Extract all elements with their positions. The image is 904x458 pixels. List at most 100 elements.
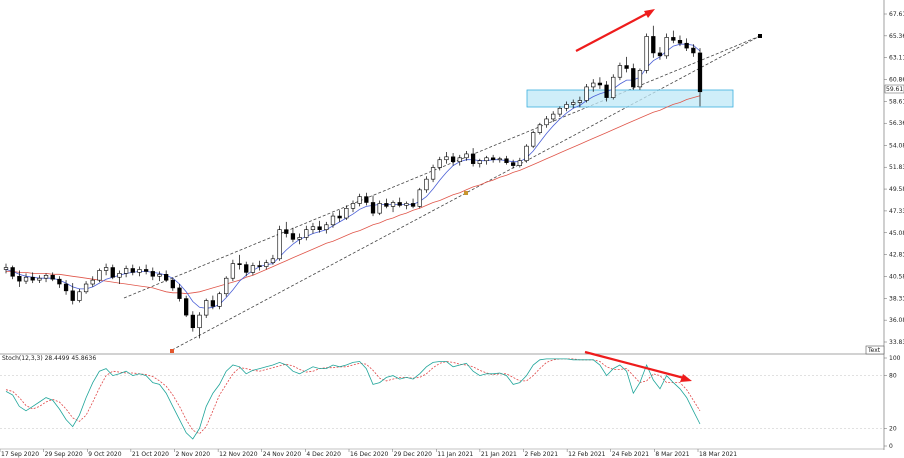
- candle[interactable]: [584, 84, 589, 103]
- candle[interactable]: [210, 295, 216, 310]
- candle[interactable]: [170, 277, 175, 291]
- candle[interactable]: [651, 25, 656, 58]
- candle[interactable]: [264, 259, 269, 270]
- candle[interactable]: [37, 275, 42, 284]
- candle[interactable]: [644, 33, 649, 74]
- candle[interactable]: [430, 164, 436, 183]
- candle[interactable]: [404, 201, 409, 210]
- candle[interactable]: [524, 144, 529, 163]
- candle[interactable]: [457, 154, 462, 166]
- candle[interactable]: [257, 260, 262, 271]
- candle[interactable]: [484, 155, 489, 165]
- candle[interactable]: [390, 200, 396, 213]
- candle[interactable]: [324, 221, 329, 234]
- candle[interactable]: [664, 33, 669, 59]
- candle[interactable]: [370, 195, 376, 217]
- candle[interactable]: [284, 221, 289, 238]
- candle[interactable]: [224, 276, 229, 297]
- candle[interactable]: [77, 288, 82, 303]
- candle[interactable]: [344, 205, 349, 220]
- candle[interactable]: [464, 151, 469, 161]
- candle[interactable]: [657, 47, 663, 60]
- candle[interactable]: [604, 81, 609, 102]
- candle[interactable]: [557, 106, 563, 118]
- candle[interactable]: [250, 262, 256, 276]
- stochastic-arrow[interactable]: [584, 350, 692, 382]
- candle[interactable]: [684, 38, 689, 51]
- channel-anchor-bottom[interactable]: [170, 349, 174, 353]
- candle[interactable]: [350, 200, 356, 213]
- candle[interactable]: [270, 254, 276, 265]
- channel-anchor-mid[interactable]: [464, 191, 468, 195]
- candle[interactable]: [63, 280, 69, 295]
- candle[interactable]: [50, 272, 55, 282]
- channel-lower-line[interactable]: [171, 35, 761, 351]
- candle[interactable]: [110, 264, 115, 280]
- candle[interactable]: [137, 266, 142, 277]
- candle[interactable]: [184, 295, 189, 318]
- candle[interactable]: [70, 283, 75, 305]
- candle[interactable]: [517, 157, 522, 168]
- candle[interactable]: [364, 192, 369, 206]
- candle[interactable]: [17, 270, 22, 287]
- candle[interactable]: [277, 225, 282, 261]
- candle[interactable]: [544, 116, 549, 128]
- candle[interactable]: [150, 267, 155, 281]
- candle[interactable]: [357, 193, 362, 207]
- candle[interactable]: [551, 111, 556, 122]
- candle[interactable]: [424, 176, 429, 193]
- candle[interactable]: [297, 233, 302, 245]
- candle[interactable]: [197, 312, 202, 339]
- candle[interactable]: [217, 291, 222, 310]
- candle[interactable]: [244, 261, 249, 277]
- candle[interactable]: [671, 30, 676, 44]
- text-button[interactable]: Text: [865, 345, 885, 355]
- channel-anchor-top[interactable]: [758, 34, 762, 38]
- candle[interactable]: [611, 74, 616, 100]
- candle[interactable]: [437, 156, 442, 171]
- candle[interactable]: [477, 158, 482, 168]
- candle[interactable]: [123, 265, 129, 278]
- candle[interactable]: [3, 263, 9, 274]
- candle[interactable]: [30, 272, 35, 284]
- candle[interactable]: [10, 265, 15, 280]
- candle[interactable]: [397, 197, 402, 208]
- candle[interactable]: [177, 284, 182, 302]
- candle[interactable]: [577, 96, 583, 108]
- candle[interactable]: [103, 263, 109, 276]
- candle[interactable]: [317, 220, 322, 233]
- candle[interactable]: [677, 35, 683, 47]
- candle[interactable]: [90, 276, 95, 287]
- candle[interactable]: [624, 56, 629, 73]
- candle[interactable]: [444, 151, 449, 164]
- candle[interactable]: [83, 281, 89, 294]
- candle[interactable]: [384, 198, 389, 209]
- candle[interactable]: [230, 259, 236, 282]
- candle[interactable]: [23, 273, 29, 285]
- candle[interactable]: [204, 298, 209, 319]
- candle[interactable]: [490, 154, 496, 163]
- candle[interactable]: [691, 44, 696, 57]
- candle[interactable]: [57, 276, 62, 288]
- candle[interactable]: [504, 155, 509, 165]
- candle[interactable]: [117, 270, 122, 285]
- price-arrow[interactable]: [575, 9, 655, 52]
- candle[interactable]: [310, 222, 316, 234]
- candle[interactable]: [237, 254, 242, 270]
- candle[interactable]: [564, 101, 569, 112]
- candle[interactable]: [470, 148, 476, 167]
- candle[interactable]: [511, 159, 516, 169]
- candle[interactable]: [97, 268, 102, 283]
- candle[interactable]: [290, 227, 296, 243]
- candle[interactable]: [377, 200, 382, 216]
- candle[interactable]: [304, 225, 309, 241]
- candle[interactable]: [190, 311, 195, 332]
- candle[interactable]: [417, 187, 422, 209]
- candle[interactable]: [597, 77, 603, 89]
- candle[interactable]: [697, 48, 703, 107]
- candle[interactable]: [537, 122, 542, 135]
- candle[interactable]: [164, 270, 169, 283]
- candle[interactable]: [497, 156, 502, 163]
- candle[interactable]: [531, 130, 536, 149]
- candle[interactable]: [631, 63, 636, 90]
